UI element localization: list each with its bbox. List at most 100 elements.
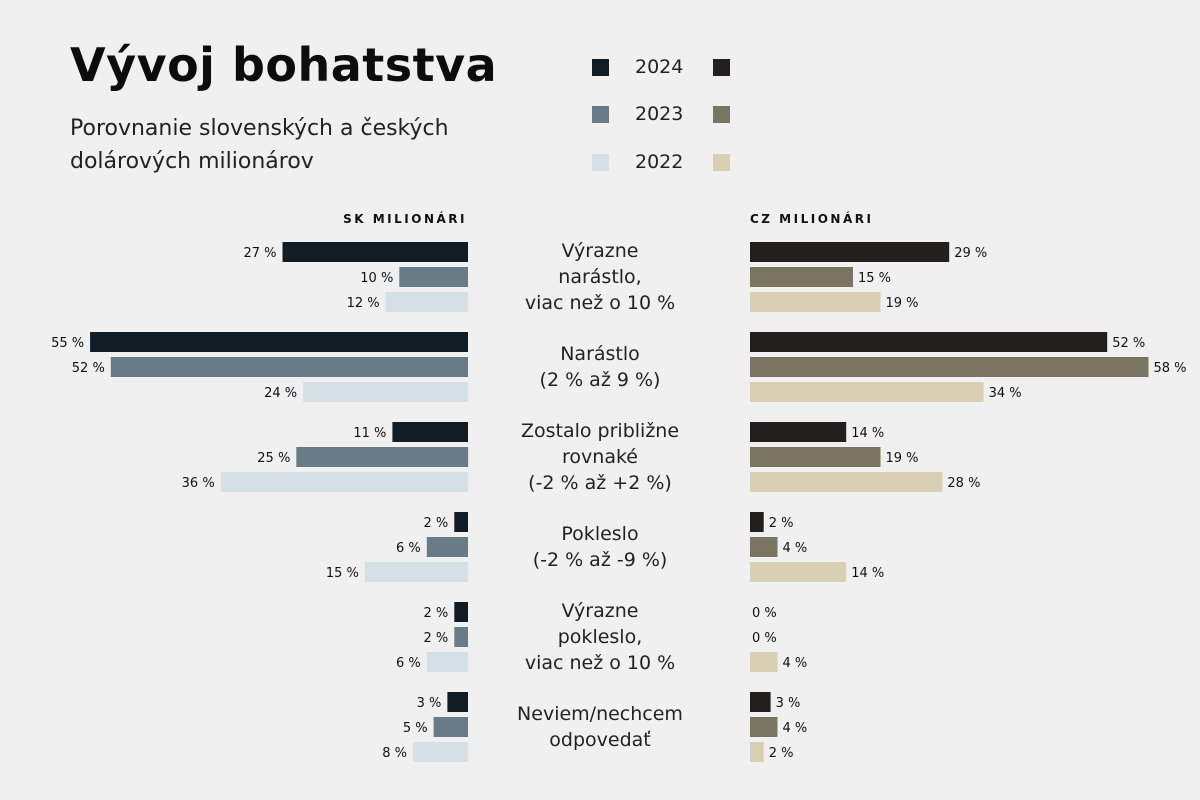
value-label-sk: 5 % [403,721,428,736]
bar-cz-2024 [750,422,847,442]
legend-swatch-cz-2022 [713,154,730,171]
category-label-line: Pokleslo [561,523,639,545]
bar-sk-2024 [447,692,468,712]
bar-sk-2024 [282,242,468,262]
legend-label-2022: 2022 [635,151,684,173]
chart-subtitle: Porovnanie slovenských a českých dolárov… [70,116,449,174]
value-label-cz: 15 % [858,271,891,286]
bar-cz-2022 [750,472,943,492]
value-label-cz: 4 % [783,541,808,556]
bar-sk-2023 [110,357,469,377]
category-label: Výrazne pokleslo, viac než o 10 % [490,598,710,676]
legend-label-2024: 2024 [635,56,684,78]
value-label-cz: 28 % [947,476,980,491]
category-label: Narástlo (2 % až 9 %) [490,341,710,393]
bar-cz-2023 [750,447,881,467]
value-label-sk: 2 % [424,606,449,621]
bar-cz-2023 [750,357,1149,377]
value-label-cz: 34 % [989,386,1022,401]
category-label-line: narástlo, [558,266,642,288]
bar-sk-2023 [296,447,469,467]
category-label: Zostalo približne rovnaké (-2 % až +2 %) [490,418,710,496]
value-label-sk: 24 % [264,386,297,401]
value-label-sk: 25 % [257,451,290,466]
legend-swatch-sk-2024 [592,59,609,76]
value-label-cz: 3 % [776,696,801,711]
category-label-line: viac než o 10 % [524,652,676,674]
value-label-cz: 14 % [851,566,884,581]
cz-panel-title: CZ MILIONÁRI [750,212,874,226]
bar-cz-2022 [750,382,984,402]
bar-sk-2023 [399,267,468,287]
value-label-sk: 10 % [360,271,393,286]
category-label-line: pokleslo, [557,626,643,648]
legend-swatch-cz-2023 [713,106,730,123]
value-label-sk: 36 % [182,476,215,491]
value-label-sk: 11 % [353,426,386,441]
bar-sk-2022 [413,742,468,762]
value-label-cz: 19 % [886,296,919,311]
bar-sk-2022 [220,472,468,492]
bar-cz-2024 [750,692,771,712]
value-label-cz: 14 % [851,426,884,441]
bar-sk-2023 [433,717,468,737]
category-label: Výrazne narástlo, viac než o 10 % [490,238,710,316]
legend-label-2023: 2023 [635,103,684,125]
value-label-sk: 2 % [424,516,449,531]
bar-cz-2022 [750,562,847,582]
bar-cz-2023 [750,537,778,557]
value-label-sk: 3 % [417,696,442,711]
bar-cz-2022 [750,292,881,312]
value-label-sk: 8 % [382,746,407,761]
value-label-sk: 6 % [396,656,421,671]
bar-cz-2024 [750,242,950,262]
bar-cz-2024 [750,512,764,532]
value-label-cz: 4 % [783,656,808,671]
category-label-line: (-2 % až +2 %) [528,472,672,494]
category-label: Neviem/nechcem odpovedať [490,701,710,753]
value-label-sk: 2 % [424,631,449,646]
category-label-line: Narástlo [560,343,640,365]
value-label-cz: 2 % [769,516,794,531]
category-label-line: Výrazne [561,600,639,622]
value-label-cz: 4 % [783,721,808,736]
bar-sk-2022 [364,562,468,582]
category-label-line: Neviem/nechcem [517,703,683,725]
bar-cz-2023 [750,267,853,287]
category-label-line: Zostalo približne [520,420,680,442]
bar-sk-2024 [90,332,468,352]
bar-sk-2022 [426,652,468,672]
category-label-line: Výrazne [561,240,639,262]
bar-sk-2024 [454,512,468,532]
category-label-line: (2 % až 9 %) [539,369,661,391]
category-label-line: (-2 % až -9 %) [532,549,668,571]
value-label-cz: 0 % [752,631,777,646]
bar-sk-2023 [426,537,468,557]
value-label-sk: 55 % [51,336,84,351]
legend-swatch-sk-2023 [592,106,609,123]
legend-swatch-sk-2022 [592,154,609,171]
bar-sk-2022 [385,292,468,312]
value-label-cz: 19 % [886,451,919,466]
bar-cz-2024 [750,332,1108,352]
value-label-sk: 52 % [72,361,105,376]
value-label-cz: 58 % [1154,361,1187,376]
bar-sk-2022 [303,382,468,402]
value-label-sk: 6 % [396,541,421,556]
value-label-cz: 29 % [954,246,987,261]
bar-sk-2024 [392,422,468,442]
value-label-sk: 12 % [347,296,380,311]
value-label-sk: 27 % [243,246,276,261]
bar-sk-2023 [454,627,468,647]
category-label-line: rovnaké [562,446,638,468]
legend-swatch-cz-2024 [713,59,730,76]
category-label-line: viac než o 10 % [524,292,676,314]
bar-sk-2024 [454,602,468,622]
chart-title: Vývoj bohatstva [70,38,498,92]
bar-cz-2023 [750,717,778,737]
category-label: Pokleslo (-2 % až -9 %) [490,521,710,573]
value-label-cz: 52 % [1112,336,1145,351]
bar-cz-2022 [750,742,764,762]
